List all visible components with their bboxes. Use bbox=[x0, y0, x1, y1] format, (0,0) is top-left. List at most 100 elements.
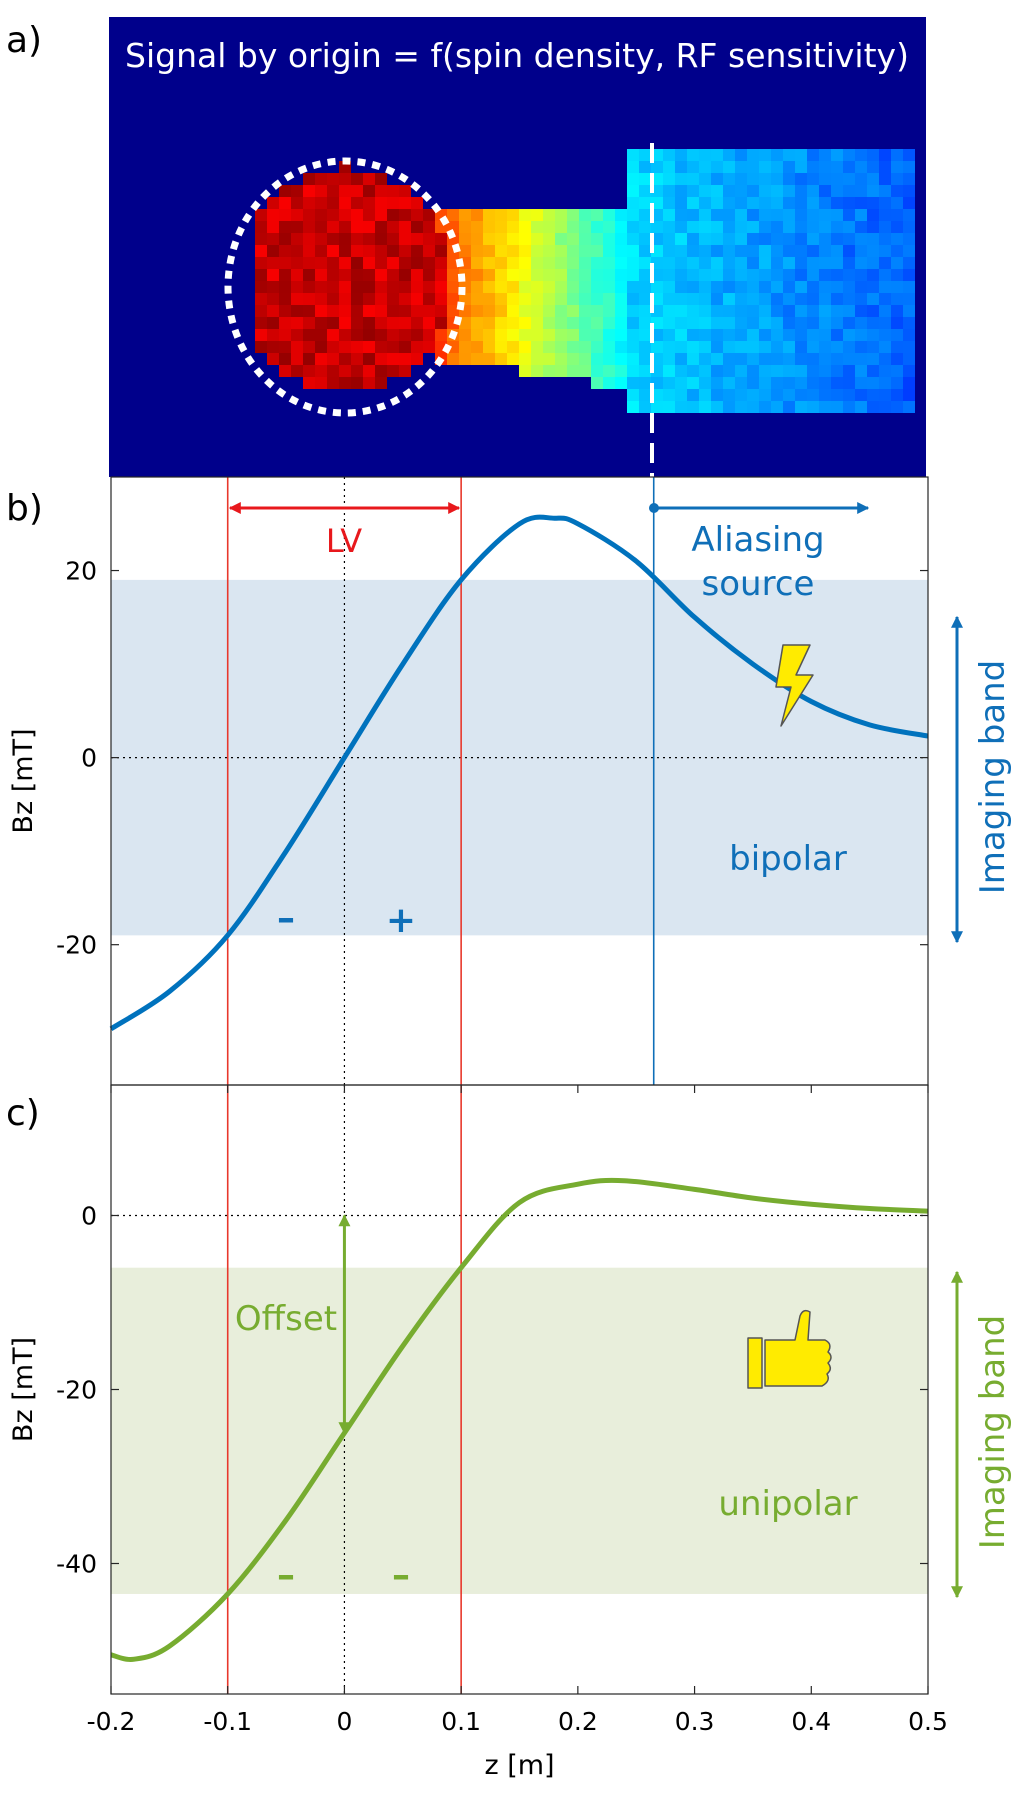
heatmap-cell bbox=[831, 317, 843, 329]
heatmap-cell bbox=[255, 245, 267, 257]
heatmap-cell bbox=[699, 293, 711, 305]
heatmap-cell bbox=[735, 305, 747, 317]
heatmap-cell bbox=[507, 209, 519, 221]
heatmap-cell bbox=[375, 341, 387, 353]
heatmap-cell bbox=[639, 149, 651, 161]
heatmap-cell bbox=[843, 341, 855, 353]
heatmap-cell bbox=[879, 293, 891, 305]
heatmap-cell bbox=[471, 317, 483, 329]
heatmap-cell bbox=[399, 353, 411, 365]
heatmap-cell bbox=[375, 281, 387, 293]
heatmap-cell bbox=[891, 149, 903, 161]
heatmap-cell bbox=[603, 293, 615, 305]
heatmap-cell bbox=[699, 185, 711, 197]
heatmap-cell bbox=[627, 389, 639, 401]
heatmap-cell bbox=[639, 173, 651, 185]
heatmap-cell bbox=[603, 305, 615, 317]
heatmap-cell bbox=[795, 305, 807, 317]
heatmap-cell bbox=[711, 221, 723, 233]
heatmap-cell bbox=[711, 209, 723, 221]
heatmap-cell bbox=[495, 305, 507, 317]
heatmap-cell bbox=[531, 269, 543, 281]
heatmap-cell bbox=[723, 221, 735, 233]
heatmap-cell bbox=[651, 401, 663, 413]
heatmap-cell bbox=[891, 305, 903, 317]
heatmap-cell bbox=[339, 173, 351, 185]
heatmap-cell bbox=[735, 317, 747, 329]
heatmap-cell bbox=[807, 161, 819, 173]
y-tick-label: -20 bbox=[56, 1376, 97, 1405]
heatmap-cell bbox=[303, 329, 315, 341]
x-ticks-c: -0.2 -0.1 0 0.1 0.2 0.3 0.4 0.5 bbox=[87, 1085, 948, 1736]
heatmap-cell bbox=[255, 317, 267, 329]
heatmap-cell bbox=[675, 353, 687, 365]
heatmap-cell bbox=[363, 245, 375, 257]
heatmap-cell bbox=[663, 161, 675, 173]
heatmap-cell bbox=[519, 305, 531, 317]
heatmap-cell bbox=[819, 149, 831, 161]
heatmap-cell bbox=[411, 209, 423, 221]
heatmap-cell bbox=[531, 305, 543, 317]
heatmap-cell bbox=[879, 197, 891, 209]
heatmap-cell bbox=[675, 257, 687, 269]
heatmap-cell bbox=[375, 329, 387, 341]
heatmap-cell bbox=[723, 389, 735, 401]
heatmap-cell bbox=[891, 341, 903, 353]
heatmap-cell bbox=[591, 317, 603, 329]
heatmap-cell bbox=[639, 377, 651, 389]
heatmap-cell bbox=[747, 329, 759, 341]
heatmap-cell bbox=[603, 329, 615, 341]
heatmap-cell bbox=[723, 281, 735, 293]
heatmap-cell bbox=[699, 245, 711, 257]
heatmap-cell bbox=[483, 269, 495, 281]
heatmap-cell bbox=[675, 341, 687, 353]
heatmap-cell bbox=[567, 305, 579, 317]
heatmap-cell bbox=[879, 233, 891, 245]
heatmap-cell bbox=[339, 233, 351, 245]
heatmap-cell bbox=[699, 269, 711, 281]
heatmap-cell bbox=[555, 221, 567, 233]
heatmap-cell bbox=[783, 257, 795, 269]
heatmap-cell bbox=[855, 281, 867, 293]
heatmap-cell bbox=[807, 173, 819, 185]
heatmap-cell bbox=[903, 209, 915, 221]
imaging-band-label-c: Imaging band bbox=[973, 1315, 1013, 1550]
plus-sign-b: + bbox=[386, 900, 416, 941]
heatmap-cell bbox=[831, 221, 843, 233]
heatmap-cell bbox=[339, 185, 351, 197]
heatmap-cell bbox=[303, 257, 315, 269]
heatmap-cell bbox=[855, 329, 867, 341]
heatmap-cell bbox=[483, 233, 495, 245]
heatmap-cell bbox=[807, 269, 819, 281]
heatmap-cell bbox=[831, 377, 843, 389]
heatmap-cell bbox=[747, 257, 759, 269]
heatmap-cell bbox=[471, 257, 483, 269]
heatmap-cell bbox=[807, 401, 819, 413]
heatmap-cell bbox=[699, 365, 711, 377]
heatmap-cell bbox=[291, 281, 303, 293]
heatmap-cell bbox=[783, 197, 795, 209]
heatmap-cell bbox=[399, 365, 411, 377]
heatmap-cell bbox=[375, 269, 387, 281]
heatmap-cell bbox=[867, 221, 879, 233]
heatmap-cell bbox=[303, 269, 315, 281]
heatmap-cell bbox=[279, 353, 291, 365]
heatmap-cell bbox=[459, 329, 471, 341]
heatmap-cell bbox=[627, 245, 639, 257]
heatmap-cell bbox=[315, 377, 327, 389]
heatmap-cell bbox=[267, 257, 279, 269]
heatmap-cell bbox=[279, 305, 291, 317]
heatmap-cell bbox=[543, 209, 555, 221]
y-tick-label: -40 bbox=[56, 1550, 97, 1579]
y-ticks-c: -40 -20 0 bbox=[56, 1202, 928, 1579]
heatmap-cell bbox=[495, 209, 507, 221]
heatmap-cell bbox=[663, 353, 675, 365]
heatmap-cell bbox=[807, 317, 819, 329]
heatmap-cell bbox=[543, 341, 555, 353]
heatmap-cell bbox=[663, 341, 675, 353]
heatmap-cell bbox=[711, 281, 723, 293]
heatmap-cell bbox=[735, 197, 747, 209]
heatmap-cell bbox=[279, 341, 291, 353]
heatmap-cell bbox=[843, 209, 855, 221]
heatmap-cell bbox=[303, 293, 315, 305]
